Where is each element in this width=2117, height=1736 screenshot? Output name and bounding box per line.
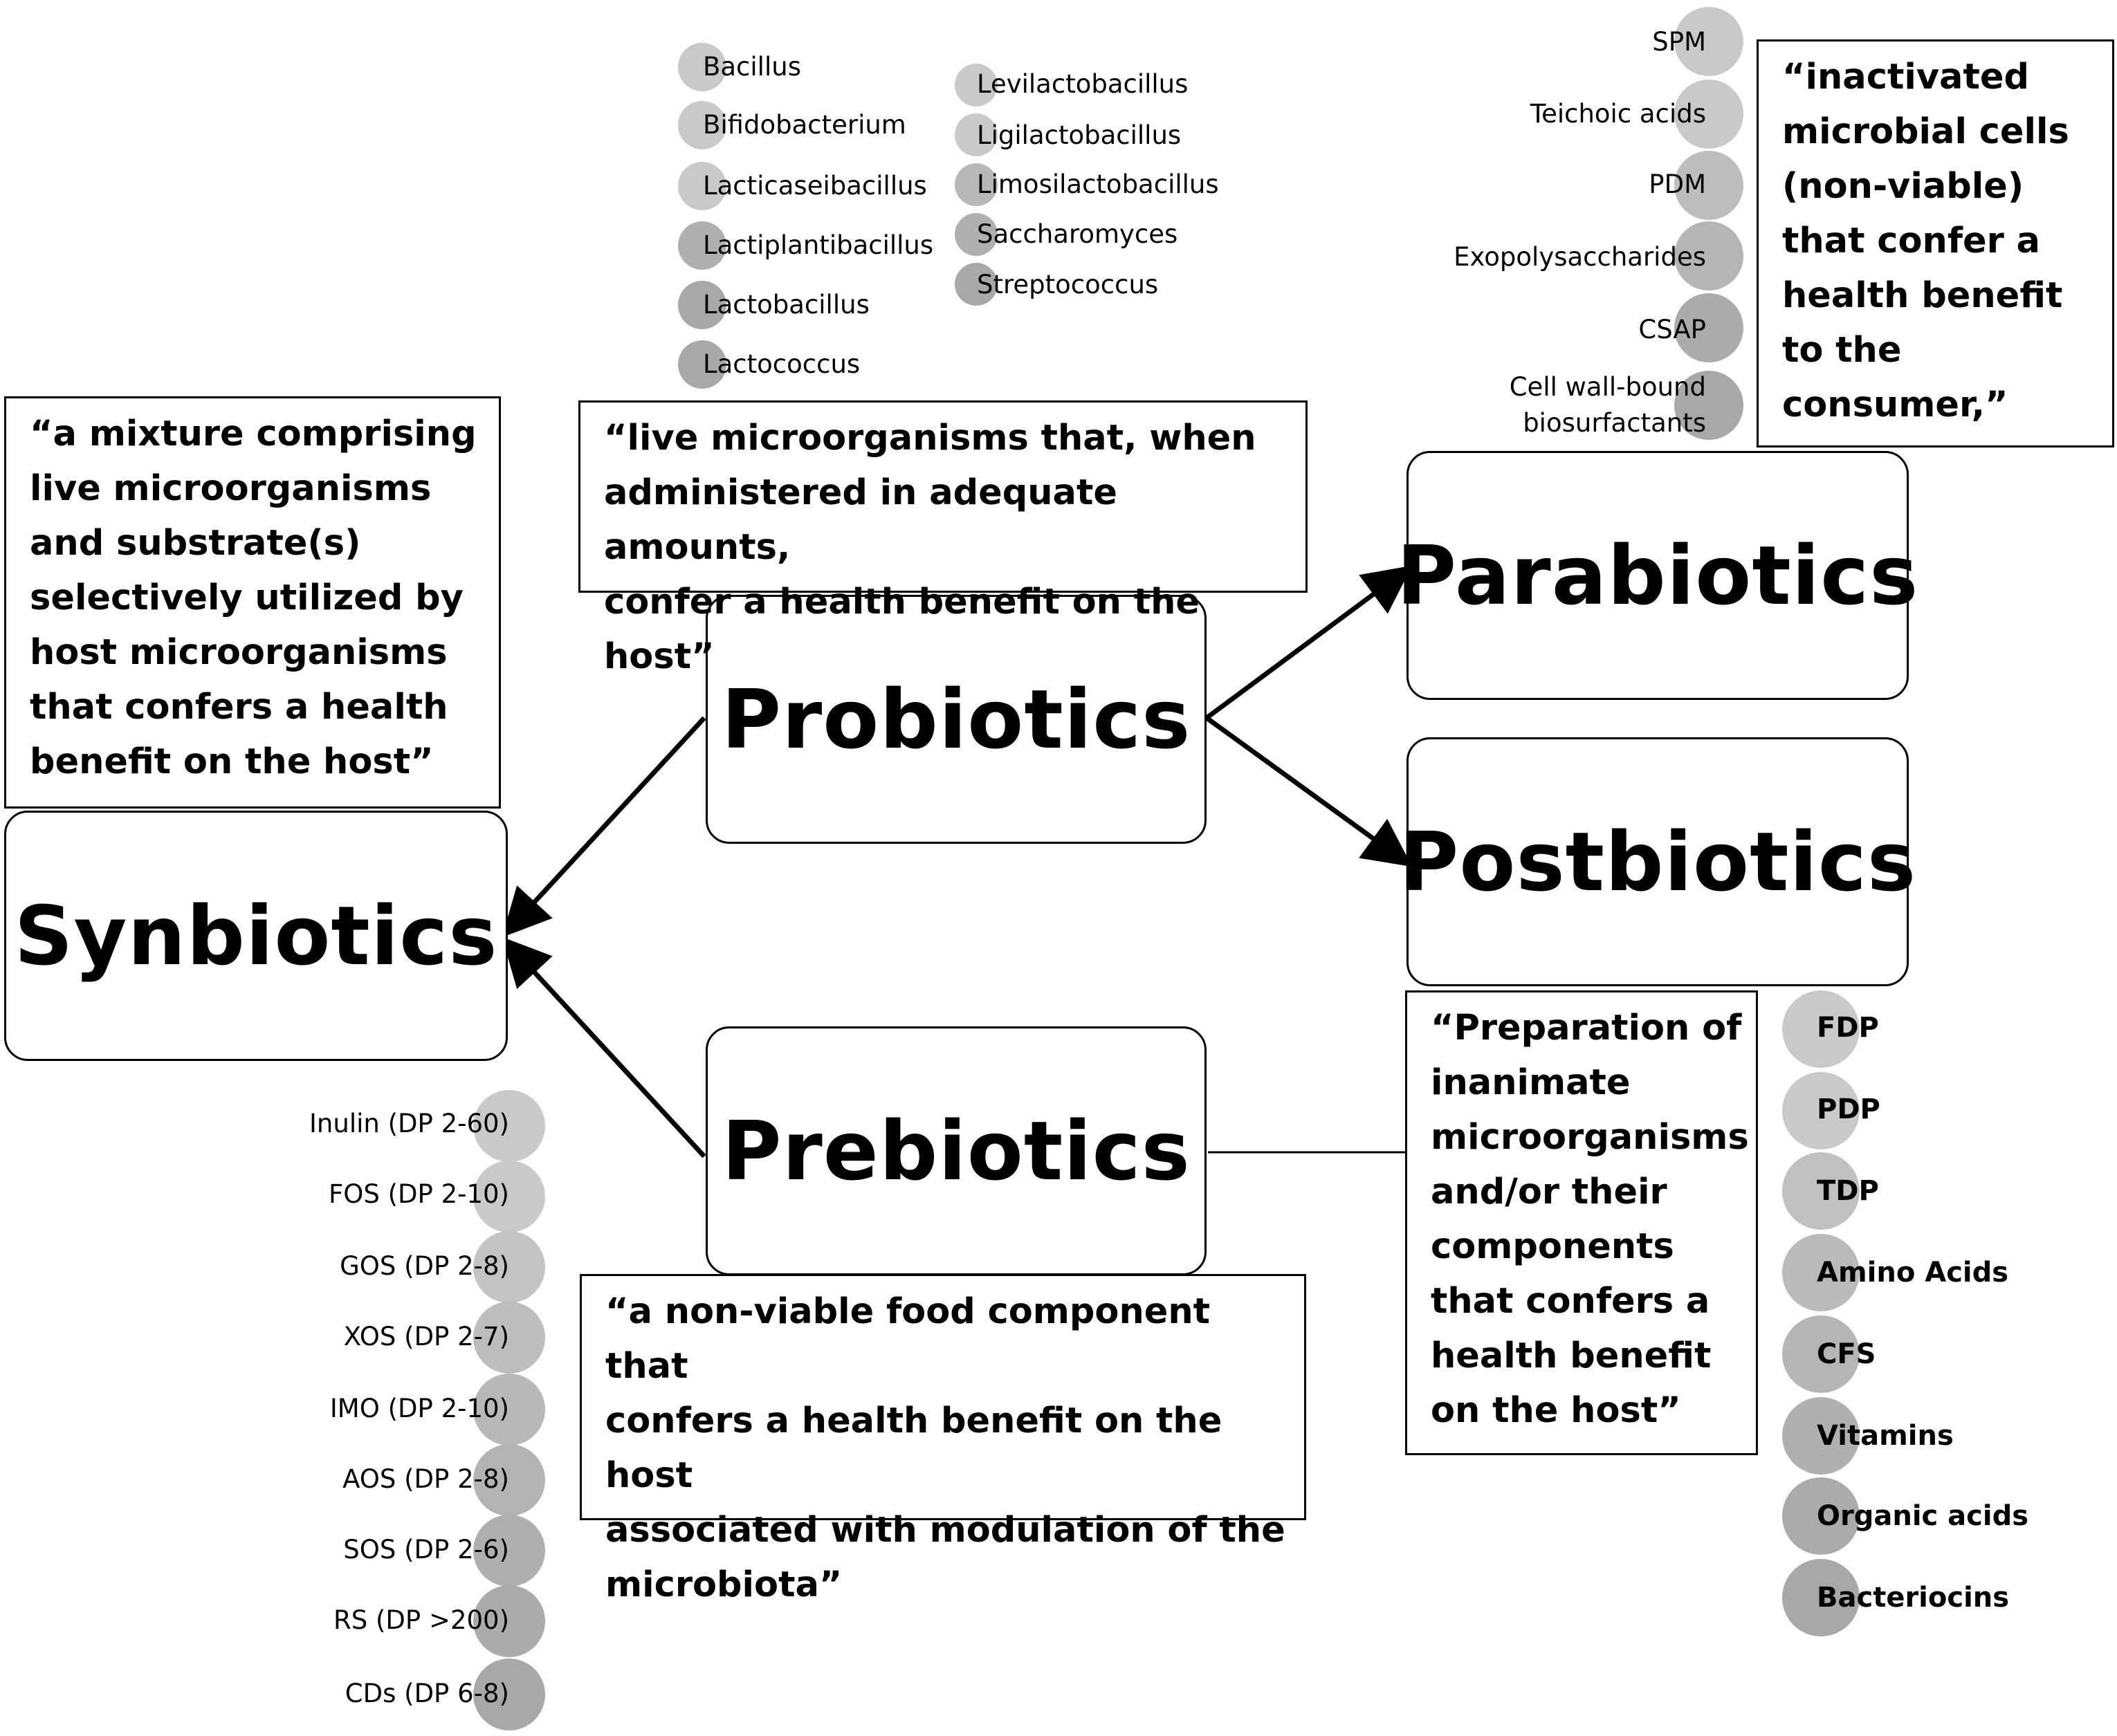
component-bullet [1782,1315,1860,1393]
prebiotic-compound-label: RS (DP >200) [333,1605,509,1635]
prebiotic-compound-label: CDs (DP 6-8) [345,1679,509,1708]
postbiotic-component-label: Organic acids [1817,1500,2029,1532]
component-bullet [1674,371,1743,440]
genus-label: Saccharomyces [977,219,1178,249]
postbiotic-component-label: FDP [1817,1012,1879,1044]
genus-label: Ligilactobacillus [977,120,1182,150]
prebiotic-compound-label: Inulin (DP 2-60) [309,1109,509,1138]
synbiotics-node: Synbiotics [4,811,508,1061]
prebiotics-node: Prebiotics [706,1026,1207,1275]
prebiotic-compound-label: IMO (DP 2-10) [329,1394,509,1423]
component-bullet [1674,80,1743,149]
synbiotics-definition: “a mixture comprising live microorganism… [4,396,501,809]
component-bullet [1782,990,1860,1068]
genus-label: Bacillus [703,52,801,82]
component-bullet [1782,1152,1860,1230]
genus-bullet [678,340,726,389]
genus-bullet [955,113,998,156]
parabiotic-component-label: SPM [1652,27,1706,57]
parabiotic-component-label: Cell wall-bound biosurfactants [1509,372,1706,438]
genus-label: Lacticaseibacillus [703,171,927,201]
compound-bullet [473,1161,545,1232]
genus-label: Bifidobacterium [703,110,906,140]
prebiotic-compound-label: GOS (DP 2-8) [340,1251,509,1281]
compound-bullet [473,1302,545,1374]
parabiotic-component-label: PDM [1649,169,1706,199]
arrow-probiotics-to-parabiotics [1204,565,1413,720]
prebiotic-compound-label: AOS (DP 2-8) [342,1464,509,1494]
genus-bullet [678,101,726,149]
component-bullet [1674,7,1743,76]
probiotics-title: Probiotics [721,672,1191,767]
genus-bullet [678,43,726,91]
postbiotic-component-label: PDP [1817,1093,1880,1125]
genus-bullet [955,263,998,306]
compound-bullet [473,1515,545,1587]
component-bullet [1782,1397,1860,1475]
genus-bullet [955,64,998,107]
component-bullet [1674,151,1743,220]
postbiotic-component-label: Amino Acids [1817,1257,2009,1289]
genus-label: Lactiplantibacillus [703,230,934,260]
compound-bullet [473,1090,545,1162]
postbiotics-definition: “Preparation of inanimate microorganisms… [1405,990,1758,1455]
compound-bullet [473,1659,545,1730]
postbiotics-title: Postbiotics [1398,814,1917,909]
arrow-prebiotics-to-synbiotics [502,936,706,1158]
compound-bullet [473,1231,545,1303]
genus-bullet [955,163,998,206]
component-bullet [1782,1234,1860,1311]
prebiotic-compound-label: FOS (DP 2-10) [328,1179,509,1209]
arrow-probiotics-to-synbiotics [502,716,706,938]
component-bullet [1782,1477,1860,1555]
parabiotics-node: Parabiotics [1397,451,1918,700]
genus-label: Streptococcus [977,270,1159,299]
genus-label: Limosilactobacillus [977,169,1219,199]
compound-bullet [473,1444,545,1516]
synbiotics-title: Synbiotics [14,888,498,984]
postbiotic-component-label: Vitamins [1817,1420,1954,1452]
genus-label: Lactococcus [703,349,861,379]
genus-bullet [678,162,726,210]
prebiotics-definition: “a non-viable food component that confer… [580,1274,1306,1605]
postbiotic-component-label: Bacteriocins [1817,1582,2010,1614]
probiotics-definition: “live microorganisms that, when administ… [578,400,1308,677]
postbiotics-node: Postbiotics [1399,737,1916,986]
parabiotic-component-label: Teichoic acids [1530,99,1706,129]
prebiotics-title: Prebiotics [722,1103,1191,1199]
genus-bullet [678,221,726,270]
component-bullet [1782,1559,1860,1636]
prebiotic-compound-label: XOS (DP 2-7) [343,1322,509,1351]
component-bullet [1782,1072,1860,1149]
component-bullet [1674,293,1743,362]
genus-bullet [955,213,998,256]
compound-bullet [473,1585,545,1657]
genus-label: Lactobacillus [703,290,870,320]
parabiotics-definition: “inactivated microbial cells (non-viable… [1757,39,2114,447]
prebiotic-compound-label: SOS (DP 2-6) [343,1535,509,1564]
parabiotic-component-label: Exopolysaccharides [1454,242,1706,272]
compound-bullet [473,1374,545,1446]
genus-label: Levilactobacillus [977,69,1189,99]
probiotics-node: Probiotics [706,595,1207,844]
genus-bullet [678,281,726,329]
parabiotic-component-label: CSAP [1638,315,1706,344]
parabiotics-title: Parabiotics [1396,528,1919,623]
component-bullet [1674,221,1743,290]
postbiotic-component-label: CFS [1817,1338,1876,1370]
postbiotic-component-label: TDP [1817,1175,1879,1207]
arrow-probiotics-to-postbiotics [1204,716,1413,867]
